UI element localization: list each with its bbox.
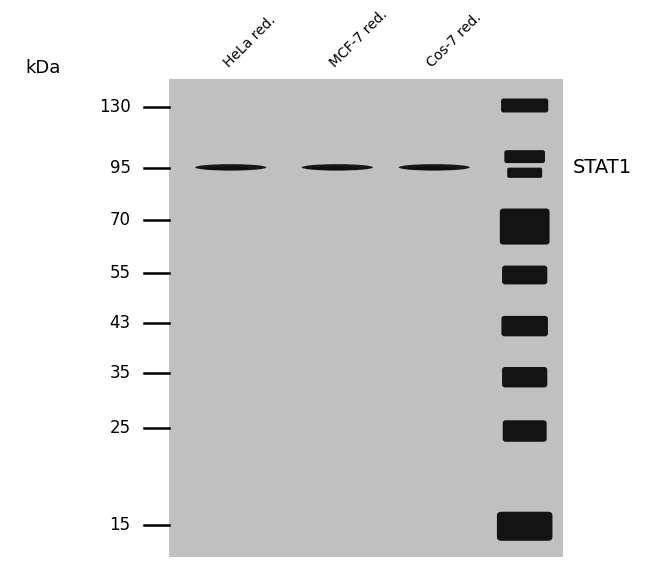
Text: 15: 15 xyxy=(109,516,131,534)
FancyBboxPatch shape xyxy=(502,367,547,388)
Ellipse shape xyxy=(202,167,252,170)
Text: 55: 55 xyxy=(110,264,131,282)
FancyBboxPatch shape xyxy=(502,266,547,285)
FancyBboxPatch shape xyxy=(507,168,542,178)
FancyBboxPatch shape xyxy=(501,98,548,113)
Ellipse shape xyxy=(195,164,266,171)
Text: 43: 43 xyxy=(109,315,131,332)
Text: 130: 130 xyxy=(99,98,131,116)
Text: 95: 95 xyxy=(110,159,131,178)
Text: 25: 25 xyxy=(109,419,131,438)
Text: HeLa red.: HeLa red. xyxy=(221,13,278,71)
Ellipse shape xyxy=(302,164,373,171)
Text: 35: 35 xyxy=(109,364,131,382)
FancyBboxPatch shape xyxy=(501,316,548,336)
Text: kDa: kDa xyxy=(26,59,61,77)
Text: 70: 70 xyxy=(110,210,131,228)
Text: STAT1: STAT1 xyxy=(573,158,632,177)
FancyBboxPatch shape xyxy=(502,420,547,442)
Ellipse shape xyxy=(309,167,359,170)
Ellipse shape xyxy=(406,167,456,170)
FancyBboxPatch shape xyxy=(497,512,552,541)
Text: MCF-7 red.: MCF-7 red. xyxy=(328,7,391,71)
FancyBboxPatch shape xyxy=(504,150,545,163)
Text: Cos-7 red.: Cos-7 red. xyxy=(424,11,484,71)
Bar xyxy=(170,79,564,558)
FancyBboxPatch shape xyxy=(500,209,549,244)
Ellipse shape xyxy=(398,164,470,171)
